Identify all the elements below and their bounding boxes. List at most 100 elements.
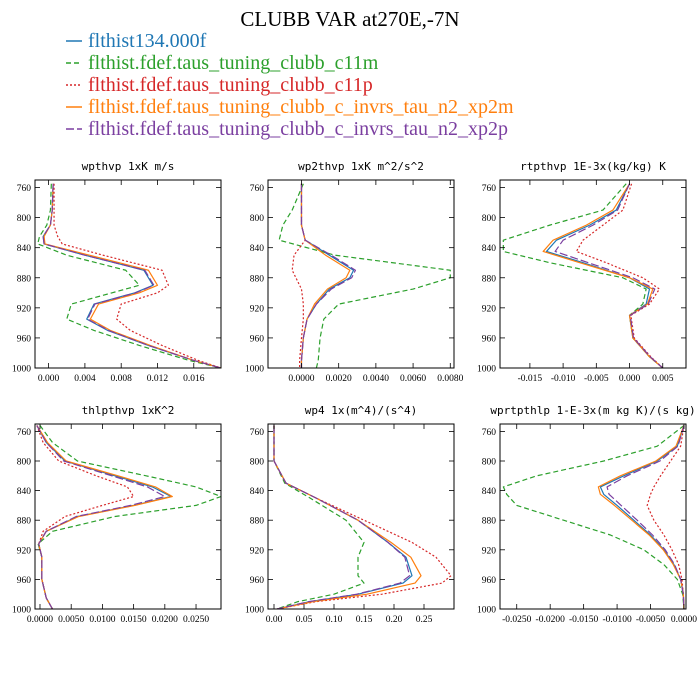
x-tick-label: -0.0150 [569,615,599,625]
y-tick-label: 1000 [12,606,31,616]
y-tick-label: 800 [17,458,32,468]
y-tick-label: 840 [17,244,32,254]
panel-2: wp2thvp 1xK m^2/s^2 760 800 840 880 920 960 100… [245,160,464,384]
x-tick-label: 0.0060 [400,374,426,384]
x-tick-label: 0.0080 [437,374,463,384]
series-line-1 [545,183,664,368]
x-tick-label: 0.05 [296,615,313,625]
y-tick-label: 760 [482,184,497,194]
x-tick-label: 0.0200 [152,615,178,625]
y-tick-label: 880 [250,274,265,284]
series-group [502,183,664,368]
y-tick-label: 880 [250,517,265,527]
series-line-3 [575,183,664,368]
x-tick-label: 0.0050 [58,615,84,625]
legend-item: flthist.fdef.taus_tuning_clubb_c_invrs_t… [66,118,508,140]
series-line-2 [502,425,685,609]
series-group [273,425,452,609]
panel-5: wp4 1x(m^4)/(s^4)76080084088092096010000… [245,404,455,625]
series-line-4 [273,425,422,609]
series-line-5 [42,183,221,368]
y-tick-label: 800 [482,458,497,468]
x-tick-label: -0.0200 [536,615,566,625]
x-tick-label: 0.000 [38,374,60,384]
panel-title: wpthvp 1xK m/s [82,160,175,173]
series-line-5 [606,425,685,609]
legend-label: flthist134.000f [88,30,207,52]
x-tick-label: 0.0000 [288,374,314,384]
y-tick-label: 1000 [245,365,264,375]
y-tick-label: 760 [482,428,497,438]
y-tick-label: 1000 [477,365,496,375]
series-line-1 [36,425,172,609]
panel-4: thlpthvp 1xK^276080084088092096010000.00… [12,404,222,625]
y-tick-label: 840 [482,244,497,254]
y-tick-label: 920 [17,304,32,314]
y-tick-label: 1000 [245,606,264,616]
x-tick-label: 0.0040 [363,374,389,384]
plot-frame [267,423,455,610]
series-group [36,425,221,609]
y-tick-label: 960 [250,576,265,586]
plot-frame [34,179,222,369]
legend-label: flthist.fdef.taus_tuning_clubb_c11m [88,52,379,74]
series-line-3 [36,425,135,609]
x-tick-label: -0.010 [551,374,576,384]
y-tick-label: 800 [250,458,265,468]
legend-label: flthist.fdef.taus_tuning_clubb_c_invrs_t… [88,96,514,118]
legend-item: flthist134.000f [66,30,207,52]
y-tick-label: 760 [250,184,265,194]
legend-label: flthist.fdef.taus_tuning_clubb_c11p [88,74,373,96]
x-tick-label: 0.0250 [183,615,209,625]
x-tick-label: 0.0000 [671,615,697,625]
legend-item: flthist.fdef.taus_tuning_clubb_c11m [66,52,379,74]
y-tick-label: 920 [482,304,497,314]
y-tick-label: 760 [250,428,265,438]
x-tick-label: 0.008 [111,374,133,384]
y-tick-label: 920 [17,546,32,556]
series-line-5 [273,425,411,609]
panel-title: wp4 1x(m^4)/(s^4) [305,404,418,417]
y-tick-label: 800 [17,214,32,224]
series-line-5 [36,425,166,609]
plot-frame [34,423,222,610]
series-line-5 [300,183,357,368]
x-tick-label: 0.10 [326,615,343,625]
series-line-3 [646,425,685,609]
y-tick-label: 960 [17,576,32,586]
y-tick-label: 760 [17,184,32,194]
panel-title: wprtpthlp 1-E-3x(m kg K)/(s kg) [490,404,695,417]
figure-title: CLUBB VAR at270E,-7N [240,7,459,31]
y-tick-label: 840 [250,487,265,497]
series-line-3 [53,183,221,368]
x-tick-label: 0.016 [183,374,205,384]
series-line-4 [597,425,685,609]
y-tick-label: 960 [482,334,497,344]
x-tick-label: 0.000 [619,374,641,384]
y-tick-label: 1000 [12,365,31,375]
legend-label: flthist.fdef.taus_tuning_clubb_c_invrs_t… [88,118,508,140]
panels: wpthvp 1xK m/s76080084088092096010000.00… [12,160,697,625]
y-tick-label: 840 [17,487,32,497]
y-tick-label: 920 [482,546,497,556]
series-line-1 [300,183,355,368]
panel-title: rtpthvp 1E-3x(kg/kg) K [520,160,666,173]
x-tick-label: 0.012 [147,374,169,384]
x-tick-label: 0.00 [266,615,283,625]
series-line-2 [273,425,365,609]
x-tick-label: 0.0100 [89,615,115,625]
x-tick-label: 0.005 [652,374,674,384]
y-tick-label: 920 [250,546,265,556]
panel-title: thlpthvp 1xK^2 [82,404,175,417]
x-tick-label: -0.005 [584,374,609,384]
series-line-1 [599,425,685,609]
x-tick-label: -0.0100 [602,615,632,625]
plot-frame [499,423,687,610]
panel-1: wpthvp 1xK m/s 760 800 840 880 920 960 1000 0.00… [12,160,222,384]
panel-title: wp2thvp 1xK m^2/s^2 [298,160,424,173]
y-tick-label: 760 [17,428,32,438]
series-line-5 [554,183,664,368]
y-tick-label: 840 [250,244,265,254]
y-tick-label: 880 [482,274,497,284]
